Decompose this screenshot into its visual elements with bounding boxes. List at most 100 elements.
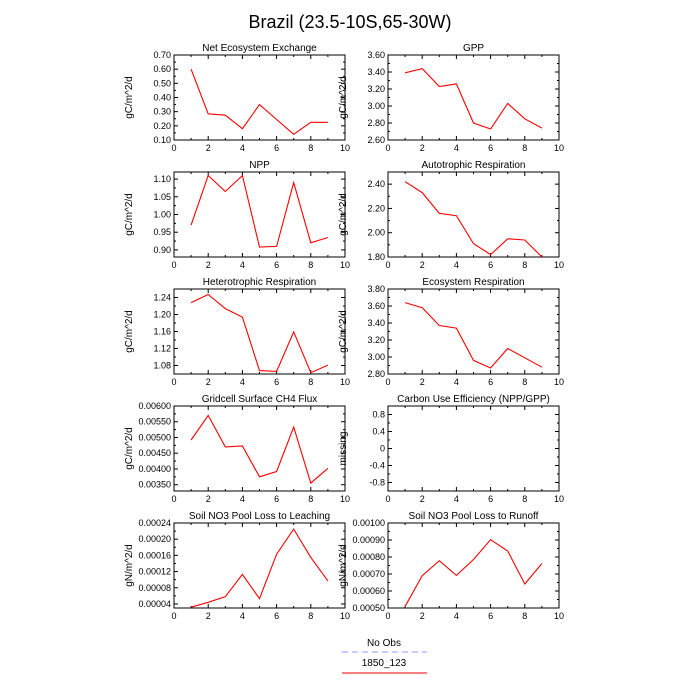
y-tick-label: 0.50 — [153, 78, 171, 88]
y-tick-label: 3.20 — [367, 84, 385, 94]
x-tick-label: 0 — [385, 611, 390, 621]
series-line — [190, 69, 328, 135]
y-tick-label: 1.10 — [153, 174, 171, 184]
x-tick-label: 10 — [340, 260, 350, 270]
y-tick-label: 1.05 — [153, 192, 171, 202]
x-tick-label: 0 — [385, 143, 390, 153]
y-axis-label: gC/m^2/d — [338, 310, 349, 353]
y-tick-label: 0 — [380, 444, 385, 454]
x-tick-label: 4 — [454, 143, 459, 153]
y-tick-label: 1.16 — [153, 327, 171, 337]
y-tick-label: 0.00400 — [138, 464, 171, 474]
plot-frame — [173, 405, 346, 492]
series-line — [404, 67, 543, 130]
y-tick-label: 1.12 — [153, 344, 171, 354]
x-tick-label: 8 — [522, 377, 527, 387]
x-tick-label: 2 — [206, 611, 211, 621]
y-tick-label: 0.00004 — [138, 599, 171, 609]
series-line — [404, 538, 543, 607]
x-tick-label: 0 — [171, 494, 176, 504]
y-axis-label: gC/m^2/d — [124, 310, 135, 353]
y-tick-label: 0.00600 — [138, 401, 171, 411]
y-tick-label: 0.00080 — [352, 552, 385, 562]
y-tick-label: 2.00 — [367, 228, 385, 238]
chart-panel: Net Ecosystem Exchange 0 2 4 6 8 10 0.10 0.20 0.3… — [124, 43, 350, 153]
y-tick-label: 0.40 — [153, 93, 171, 103]
x-tick-label: 6 — [274, 611, 279, 621]
x-tick-label: 2 — [206, 143, 211, 153]
y-tick-label: 0.00020 — [138, 534, 171, 544]
y-tick-label: 0.00550 — [138, 417, 171, 427]
chart-panel: Soil NO3 Pool Loss to Leaching 0 2 4 6 8 10 0.0… — [124, 511, 350, 621]
x-tick-label: 6 — [274, 143, 279, 153]
y-tick-label: 0.30 — [153, 107, 171, 117]
y-tick-label: 2.20 — [367, 203, 385, 213]
plot-frame — [387, 288, 560, 375]
x-tick-label: 8 — [308, 611, 313, 621]
y-axis-label: gC/m^2/d — [124, 193, 135, 236]
chart-panel: Carbon Use Efficiency (NPP/GPP) 0 2 4 6 8 10 -0… — [338, 394, 564, 504]
chart-panel: NPP 0 2 4 6 8 10 0.90 0.95 1.00 1.05 1.10 gC/m^2/d — [124, 160, 350, 270]
y-axis-label: gC/m^2/d — [338, 193, 349, 236]
series-line — [404, 181, 543, 258]
x-tick-label: 2 — [420, 494, 425, 504]
x-tick-label: 2 — [206, 377, 211, 387]
series-line — [190, 414, 329, 485]
plot-frame — [173, 171, 346, 258]
y-axis-label: missing — [338, 432, 349, 466]
y-tick-label: 0.4 — [372, 427, 385, 437]
y-tick-label: 3.60 — [367, 50, 385, 60]
x-tick-label: 10 — [554, 377, 564, 387]
y-tick-label: 3.00 — [367, 352, 385, 362]
x-tick-label: 8 — [522, 494, 527, 504]
y-tick-label: 2.80 — [367, 118, 385, 128]
y-tick-label: 2.40 — [367, 179, 385, 189]
y-tick-label: 3.20 — [367, 335, 385, 345]
y-axis-label: gN/m^2/d — [338, 544, 349, 587]
figure-title: Brazil (23.5-10S,65-30W) — [248, 12, 451, 32]
y-tick-label: 1.80 — [367, 252, 385, 262]
y-tick-label: 0.70 — [153, 50, 171, 60]
chart-title: Ecosystem Respiration — [422, 277, 524, 288]
chart-title: Gridcell Surface CH4 Flux — [202, 394, 318, 405]
y-tick-label: 3.40 — [367, 318, 385, 328]
x-tick-label: 4 — [240, 260, 245, 270]
x-tick-label: 8 — [308, 494, 313, 504]
y-tick-label: 0.60 — [153, 64, 171, 74]
series-line — [404, 302, 543, 369]
plot-frame — [173, 288, 346, 375]
y-tick-label: 0.00450 — [138, 448, 171, 458]
chart-title: Carbon Use Efficiency (NPP/GPP) — [397, 394, 550, 405]
y-tick-label: 0.00016 — [138, 550, 171, 560]
x-tick-label: 2 — [206, 494, 211, 504]
legend-label-no-obs: No Obs — [367, 638, 401, 649]
x-tick-label: 8 — [522, 260, 527, 270]
chart-title: Heterotrophic Respiration — [203, 277, 316, 288]
x-tick-label: 0 — [385, 494, 390, 504]
x-tick-label: 8 — [308, 260, 313, 270]
y-tick-label: 0.00100 — [352, 518, 385, 528]
y-tick-label: 0.00500 — [138, 432, 171, 442]
x-tick-label: 4 — [240, 494, 245, 504]
x-tick-label: 2 — [420, 143, 425, 153]
y-tick-label: -0.4 — [369, 461, 385, 471]
y-tick-label: 0.00008 — [138, 583, 171, 593]
x-tick-label: 10 — [340, 377, 350, 387]
x-tick-label: 6 — [488, 377, 493, 387]
y-tick-label: 1.20 — [153, 310, 171, 320]
plot-frame — [387, 405, 560, 492]
legend: No Obs 1850_123 — [342, 638, 427, 674]
y-tick-label: 0.90 — [153, 245, 171, 255]
x-tick-label: 8 — [522, 143, 527, 153]
x-tick-label: 4 — [454, 494, 459, 504]
chart-panel: Heterotrophic Respiration 0 2 4 6 8 10 1.08 1.12… — [124, 277, 350, 387]
y-tick-label: 0.00024 — [138, 518, 171, 528]
x-tick-label: 6 — [488, 143, 493, 153]
x-tick-label: 0 — [171, 377, 176, 387]
y-axis-label: gC/m^2/d — [124, 427, 135, 470]
x-tick-label: 2 — [420, 377, 425, 387]
y-tick-label: 3.40 — [367, 67, 385, 77]
x-tick-label: 4 — [454, 377, 459, 387]
plot-frame — [387, 54, 560, 141]
x-tick-label: 6 — [274, 494, 279, 504]
